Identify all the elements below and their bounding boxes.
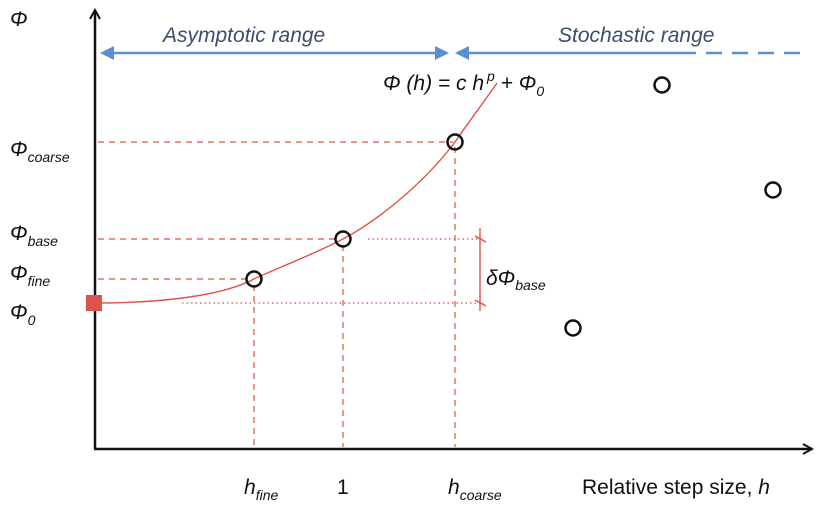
phi-base-label: Φbase [10,222,58,249]
x-axis-title: Relative step size, h [582,476,770,499]
asymptotic-range-arrow [100,46,449,60]
fitted-curve [94,82,498,304]
point-stochastic-3 [564,319,582,337]
stochastic-range-label: Stochastic range [558,24,714,47]
delta-bracket [474,228,487,311]
phi-zero-label: Φ0 [10,301,36,328]
delta-phi-base-label: δΦbase [486,267,546,293]
extrapolated-value-marker [86,295,102,311]
h-fine-label: hfine [244,476,278,503]
h-coarse-label: hcoarse [448,476,502,503]
point-base [334,230,352,248]
asymptotic-range-label: Asymptotic range [161,24,325,47]
y-axis-symbol: Φ [10,8,28,31]
stochastic-range-arrow [455,46,810,60]
phi-fine-label: Φfine [10,262,50,289]
point-coarse [446,133,464,151]
point-stochastic-1 [653,76,671,94]
phi-coarse-label: Φcoarse [10,138,70,165]
guide-lines [98,141,484,447]
point-fine [245,270,263,288]
one-label: 1 [337,476,349,499]
point-stochastic-2 [764,181,782,199]
